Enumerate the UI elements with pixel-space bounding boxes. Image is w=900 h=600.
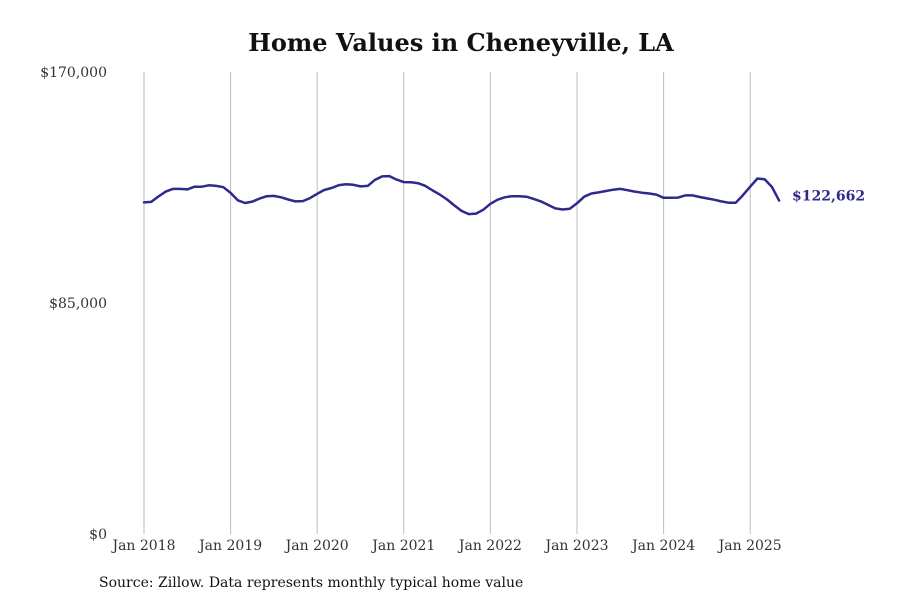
y-axis-tick-labels: $0 $85,000 $170,000 bbox=[40, 65, 107, 543]
latest-value-label: $122,662 bbox=[792, 189, 865, 205]
x-tick-label: Jan 2022 bbox=[457, 538, 522, 554]
x-tick-label: Jan 2025 bbox=[717, 538, 782, 554]
home-value-line bbox=[142, 174, 781, 216]
x-tick-label: Jan 2023 bbox=[543, 538, 608, 554]
x-tick-label: Jan 2021 bbox=[370, 538, 435, 554]
gridlines bbox=[143, 72, 751, 534]
x-tick-label: Jan 2020 bbox=[284, 538, 349, 554]
x-axis-tick-labels: Jan 2018 Jan 2019 Jan 2020 Jan 2021 Jan 2022… bbox=[110, 538, 781, 554]
source-note: Source: Zillow. Data represents monthly … bbox=[99, 575, 523, 591]
series-layer bbox=[142, 174, 781, 216]
x-tick-label: Jan 2019 bbox=[197, 538, 262, 554]
x-tick-label: Jan 2018 bbox=[110, 538, 175, 554]
chart-title: Home Values in Cheneyville, LA bbox=[248, 28, 674, 57]
x-tick-label: Jan 2024 bbox=[630, 538, 695, 554]
y-tick-label: $0 bbox=[89, 527, 107, 543]
y-tick-label: $170,000 bbox=[40, 65, 107, 81]
y-tick-label: $85,000 bbox=[49, 296, 107, 312]
